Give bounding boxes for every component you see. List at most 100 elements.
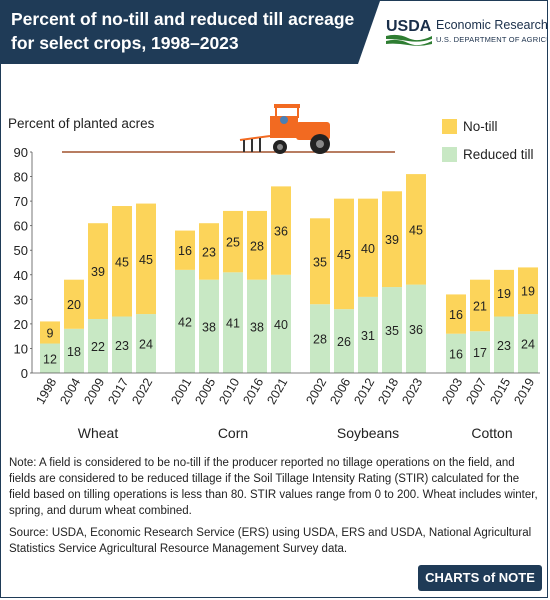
- data-label-reduced-till: 12: [43, 352, 57, 366]
- y-tick-label: 70: [14, 194, 28, 209]
- x-tick-label: 2001: [168, 376, 194, 407]
- x-tick-label: 2007: [463, 376, 489, 407]
- y-tick-label: 0: [21, 366, 28, 381]
- data-label-no-till: 20: [67, 298, 81, 312]
- data-label-no-till: 45: [139, 253, 153, 267]
- x-tick-label: 2023: [399, 376, 425, 407]
- data-label-reduced-till: 42: [178, 315, 192, 329]
- data-label-reduced-till: 23: [497, 339, 511, 353]
- chart-note: Note: A field is considered to be no-til…: [9, 457, 538, 517]
- bar-reduced-till: [175, 269, 195, 373]
- data-label-reduced-till: 31: [361, 329, 375, 343]
- x-tick-label: 2009: [81, 376, 107, 407]
- stacked-bar-chart: Percent of planted acres 0 10 20 30 40 50 60 70 8…: [8, 104, 540, 441]
- x-tick-label: 2022: [129, 376, 155, 407]
- bar-reduced-till: [64, 328, 84, 373]
- department-name: U.S. DEPARTMENT OF AGRICULTURE: [436, 35, 547, 44]
- data-label-no-till: 36: [274, 225, 288, 239]
- bar-reduced-till: [88, 318, 108, 373]
- data-label-no-till: 19: [497, 287, 511, 301]
- y-tick-label: 10: [14, 341, 28, 356]
- bar-no-till: [175, 230, 195, 270]
- chart-title: Percent of no-till and reduced till acre…: [11, 9, 355, 53]
- crop-group-label: Soybeans: [337, 425, 399, 441]
- y-tick-label: 60: [14, 219, 28, 234]
- data-label-no-till: 35: [313, 255, 327, 269]
- data-label-no-till: 39: [91, 265, 105, 279]
- x-tick-label: 2005: [192, 376, 218, 407]
- data-label-no-till: 23: [202, 245, 216, 259]
- y-tick-label: 80: [14, 170, 28, 185]
- legend-label-no-till: No-till: [463, 119, 498, 134]
- bar-reduced-till: [310, 304, 330, 373]
- data-label-no-till: 45: [115, 255, 129, 269]
- bar-no-till: [271, 186, 291, 275]
- bar-reduced-till: [406, 284, 426, 373]
- bar-reduced-till: [247, 279, 267, 373]
- header-banner: Percent of no-till and reduced till acre…: [1, 1, 547, 64]
- bar-no-till: [136, 203, 156, 315]
- x-tick-label: 2019: [511, 376, 537, 407]
- data-label-reduced-till: 26: [337, 335, 351, 349]
- x-tick-label: 2021: [264, 376, 290, 407]
- x-tick-label: 2010: [216, 376, 242, 407]
- y-tick-label: 30: [14, 292, 28, 307]
- data-label-no-till: 16: [178, 244, 192, 258]
- crop-group-label: Corn: [218, 425, 248, 441]
- bar-reduced-till: [112, 316, 132, 373]
- data-label-no-till: 9: [47, 326, 54, 340]
- x-tick-label: 2015: [487, 376, 513, 407]
- crop-group-label: Wheat: [78, 425, 119, 441]
- y-tick-label: 20: [14, 317, 28, 332]
- bar-reduced-till: [199, 279, 219, 373]
- x-tick-label: 2016: [240, 376, 266, 407]
- bar-reduced-till: [470, 331, 490, 373]
- bar-reduced-till: [494, 316, 514, 373]
- bar-reduced-till: [223, 272, 243, 373]
- data-label-reduced-till: 38: [202, 320, 216, 334]
- x-tick-label: 2003: [439, 376, 465, 407]
- data-label-no-till: 21: [473, 299, 487, 313]
- x-tick-label: 1998: [33, 376, 59, 407]
- bar-no-till: [470, 279, 490, 332]
- bar-no-till: [446, 294, 466, 334]
- x-tick-label: 2012: [351, 376, 377, 407]
- bar-no-till: [518, 267, 538, 315]
- x-tick-label: 2017: [105, 376, 131, 407]
- bar-reduced-till: [382, 287, 402, 373]
- usda-logo-text: USDA: [386, 18, 432, 35]
- data-label-reduced-till: 24: [521, 338, 535, 352]
- data-label-no-till: 45: [409, 223, 423, 237]
- data-label-reduced-till: 40: [274, 318, 288, 332]
- legend-swatch-reduced-till: [442, 147, 457, 162]
- data-label-reduced-till: 38: [250, 320, 264, 334]
- crop-group-label: Cotton: [471, 425, 512, 441]
- bar-reduced-till: [271, 274, 291, 373]
- y-tick-label: 40: [14, 268, 28, 283]
- data-label-reduced-till: 22: [91, 340, 105, 354]
- y-tick-label: 90: [14, 145, 28, 160]
- data-label-no-till: 16: [449, 308, 463, 322]
- bar-no-till: [88, 223, 108, 319]
- charts-of-note-badge: CHARTS of NOTE: [418, 565, 542, 591]
- bar-reduced-till: [358, 296, 378, 373]
- agency-block: USDA Economic Research Service U.S. DEPA…: [358, 1, 547, 64]
- x-tick-label: 2018: [375, 376, 401, 407]
- bar-reduced-till: [334, 309, 354, 373]
- data-label-reduced-till: 23: [115, 339, 129, 353]
- y-tick-label: 50: [14, 243, 28, 258]
- bar-no-till: [223, 210, 243, 273]
- bar-reduced-till: [518, 314, 538, 373]
- data-label-no-till: 45: [337, 248, 351, 262]
- bar-no-till: [40, 321, 60, 344]
- data-label-reduced-till: 24: [139, 338, 153, 352]
- data-label-no-till: 40: [361, 242, 375, 256]
- x-tick-label: 2002: [303, 376, 329, 407]
- data-label-no-till: 25: [226, 236, 240, 250]
- bar-no-till: [358, 198, 378, 297]
- legend-swatch-no-till: [442, 119, 457, 134]
- x-tick-label: 2006: [327, 376, 353, 407]
- data-label-reduced-till: 16: [449, 347, 463, 361]
- bar-reduced-till: [446, 333, 466, 373]
- data-label-reduced-till: 18: [67, 345, 81, 359]
